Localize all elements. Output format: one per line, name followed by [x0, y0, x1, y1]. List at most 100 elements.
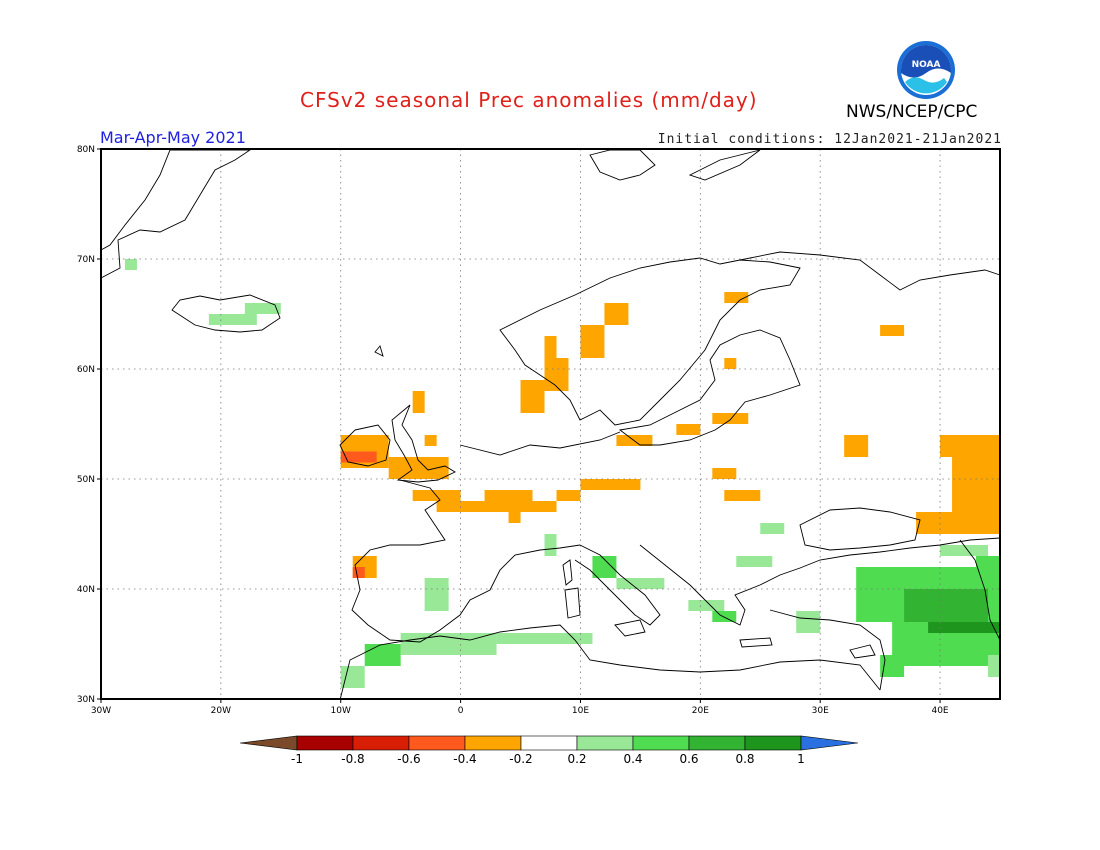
anomaly-cell [544, 534, 557, 556]
turkey-south-coast [769, 609, 886, 691]
colorbar: -1 -0.8 -0.6 -0.4 -0.2 0.2 0.4 0.6 0.8 1 [239, 735, 859, 766]
baltic-coast [618, 329, 801, 446]
kola-coast [739, 251, 1001, 291]
colorbar-label: 0.6 [679, 752, 698, 766]
anomaly-cell [424, 435, 437, 446]
anomaly-cell [556, 490, 581, 501]
anomaly-cell [736, 556, 773, 567]
anomaly-cell [712, 611, 737, 622]
crete-coast [739, 637, 773, 648]
sicily-coast [614, 619, 646, 637]
faroe-coast [374, 345, 384, 357]
corsica-coast [562, 559, 573, 586]
lon-tick-label: 10W [331, 706, 351, 716]
anomaly-cell [988, 655, 1000, 677]
scandinavia-coast [499, 257, 801, 426]
anomaly-cell [724, 490, 761, 501]
ireland-coast [339, 424, 391, 467]
graticule [101, 149, 1000, 699]
anomaly-cell [880, 655, 905, 677]
italy-coast [574, 544, 661, 626]
anomaly-cell [724, 358, 737, 369]
lon-tick-label: 10E [572, 706, 589, 716]
lat-tick-label: 40N [77, 585, 95, 595]
anomaly-cell [940, 545, 989, 556]
anomaly-cell [844, 435, 869, 457]
lon-tick-label: 30E [812, 706, 829, 716]
anomaly-cell [604, 303, 629, 325]
anomaly-cell [364, 644, 401, 666]
anomaly-cell [352, 567, 365, 578]
lon-tick-label: 0 [458, 706, 464, 716]
colorbar-label: -0.6 [397, 752, 420, 766]
anomaly-cell [880, 325, 905, 336]
britain-coast [391, 404, 456, 483]
lon-tick-label: 20E [692, 706, 709, 716]
colorbar-label: -1 [291, 752, 303, 766]
map-title: CFSv2 seasonal Prec anomalies (mm/day) [300, 88, 758, 112]
lat-tick-label: 70N [77, 255, 95, 265]
anomaly-cell [904, 589, 989, 622]
anomaly-cell [928, 622, 1000, 633]
anomaly-cell [412, 391, 425, 413]
lon-tick-label: 40E [931, 706, 948, 716]
colorbar-swatch [744, 735, 802, 751]
anomaly-cell [520, 380, 545, 413]
anomaly-cell [544, 336, 557, 369]
anomaly-cell [580, 479, 641, 490]
map-background [101, 149, 1000, 699]
anomaly-cell [508, 490, 521, 523]
anomaly-cell [580, 325, 605, 358]
anomaly-cell [976, 556, 1000, 578]
anomaly-cell [712, 413, 749, 424]
anomaly-cell [388, 457, 449, 479]
colorbar-swatch [520, 735, 578, 751]
black-sea-coast [799, 507, 921, 551]
colorbar-swatch [688, 735, 746, 751]
colorbar-label: 0.4 [623, 752, 642, 766]
anomaly-cell [616, 578, 665, 589]
agency-label: NWS/NCEP/CPC [846, 102, 978, 122]
sardinia-coast [564, 587, 581, 619]
season-label: Mar-Apr-May 2021 [100, 128, 246, 147]
anomaly-cell [916, 512, 1000, 534]
anomaly-cell [676, 424, 701, 435]
colorbar-label: 0.8 [735, 752, 754, 766]
noaa-logo: NOAA [896, 40, 956, 100]
anomaly-cell [244, 303, 281, 314]
caspian-coast [959, 539, 1001, 641]
colorbar-label: 0.2 [567, 752, 586, 766]
anomaly-cell [496, 633, 593, 644]
colorbar-swatch [464, 735, 522, 751]
cyprus-coast [849, 644, 876, 659]
anomaly-cell [724, 292, 749, 303]
anomaly-cell [436, 501, 557, 512]
colorbar-swatch [576, 735, 634, 751]
colorbar-label: -0.4 [453, 752, 476, 766]
colorbar-swatch [296, 735, 354, 751]
lat-tick-label: 50N [77, 475, 95, 485]
lat-tick-label: 30N [77, 695, 95, 705]
anomaly-cell [592, 556, 617, 578]
novaya-coast [688, 149, 761, 181]
colorbar-swatch [352, 735, 410, 751]
colorbar-high-arrow [800, 735, 859, 751]
colorbar-low-arrow [239, 735, 298, 751]
logo-text: NOAA [912, 60, 941, 70]
colorbar-swatch [632, 735, 690, 751]
greenland-coast [100, 149, 252, 279]
anomaly-cell [424, 578, 449, 611]
axis-ticks: 30W 20W 10W 0 10E 20E 30E 40E 30N 40N 50N 60N 70N 80N [77, 145, 949, 716]
north-africa-coast [339, 624, 881, 701]
colorbar-label: 1 [797, 752, 805, 766]
anomaly-cell [340, 451, 377, 463]
lon-tick-label: 30W [91, 706, 111, 716]
anomaly-cell [940, 435, 1000, 457]
anomaly-cell [688, 600, 725, 611]
continent-coast [351, 431, 621, 643]
balkan-coast [639, 537, 1001, 626]
anomaly-cell [208, 314, 257, 325]
anomaly-cell [340, 666, 365, 688]
colorbar-label: -0.8 [341, 752, 364, 766]
